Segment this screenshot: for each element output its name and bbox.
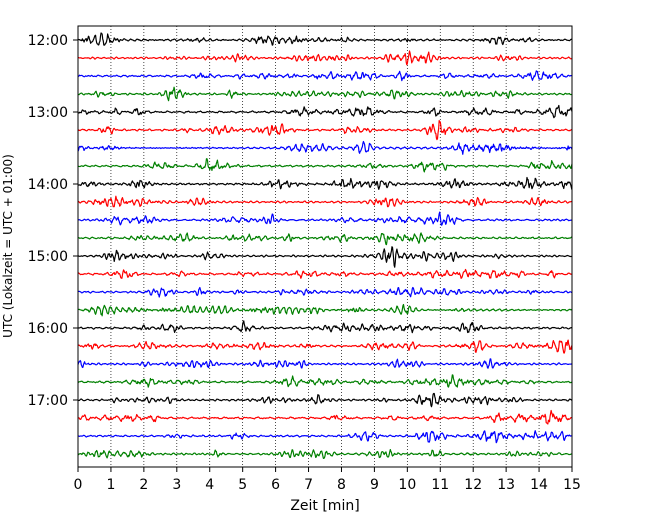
trace-1230 (77, 70, 573, 82)
x-tick-label: 12 (464, 477, 482, 493)
trace-1545 (77, 303, 573, 317)
y-tick-label: 12:00 (28, 33, 68, 49)
y-tick-label: 17:00 (28, 393, 68, 409)
y-tick-label: 16:00 (28, 321, 68, 337)
trace-1415 (77, 195, 573, 208)
trace-1215 (77, 50, 573, 66)
trace-1500 (77, 246, 573, 268)
x-tick-label: 15 (563, 477, 581, 493)
trace-1530 (77, 286, 573, 298)
y-tick-label: 13:00 (28, 105, 68, 121)
trace-1400 (77, 176, 573, 190)
trace-1745 (77, 448, 573, 460)
trace-1445 (77, 232, 573, 246)
trace-1515 (77, 268, 573, 279)
plot-frame (77, 25, 573, 468)
x-tick-label: 4 (205, 477, 214, 493)
trace-1200 (77, 32, 573, 46)
trace-1330 (77, 140, 573, 155)
trace-1700 (77, 392, 573, 408)
y-axis-ticks: 12:00 13:00 14:00 15:00 16:00 17:00 (28, 33, 78, 409)
x-tick-label: 1 (106, 477, 115, 493)
x-axis-title: Zeit [min] (290, 498, 359, 514)
trace-1345 (77, 158, 573, 173)
trace-1300 (77, 104, 573, 119)
x-tick-label: 10 (398, 477, 416, 493)
trace-1600 (77, 320, 573, 334)
trace-group (77, 32, 573, 460)
trace-1630 (77, 358, 573, 369)
x-tick-label: 2 (139, 477, 148, 493)
trace-1615 (77, 339, 573, 354)
trace-1645 (77, 374, 573, 388)
x-tick-label: 8 (337, 477, 346, 493)
trace-1730 (77, 430, 573, 444)
x-tick-label: 6 (271, 477, 280, 493)
x-axis-ticks: 0 1 2 3 4 5 6 7 8 9 10 11 12 13 14 15 (74, 467, 581, 493)
x-tick-label: 13 (497, 477, 515, 493)
trace-1315 (77, 120, 573, 141)
trace-1430 (77, 211, 573, 226)
x-tick-label: 5 (238, 477, 247, 493)
x-tick-label: 11 (431, 477, 449, 493)
y-tick-label: 15:00 (28, 249, 68, 265)
x-tick-label: 0 (74, 477, 83, 493)
x-tick-label: 7 (304, 477, 313, 493)
x-tick-label: 9 (370, 477, 379, 493)
y-axis-title: UTC (Lokalzeit = UTC + 01:00) (1, 154, 15, 338)
trace-1715 (77, 409, 573, 425)
trace-1245 (77, 86, 573, 102)
x-tick-label: 3 (172, 477, 181, 493)
y-tick-label: 14:00 (28, 177, 68, 193)
x-tick-label: 14 (530, 477, 548, 493)
